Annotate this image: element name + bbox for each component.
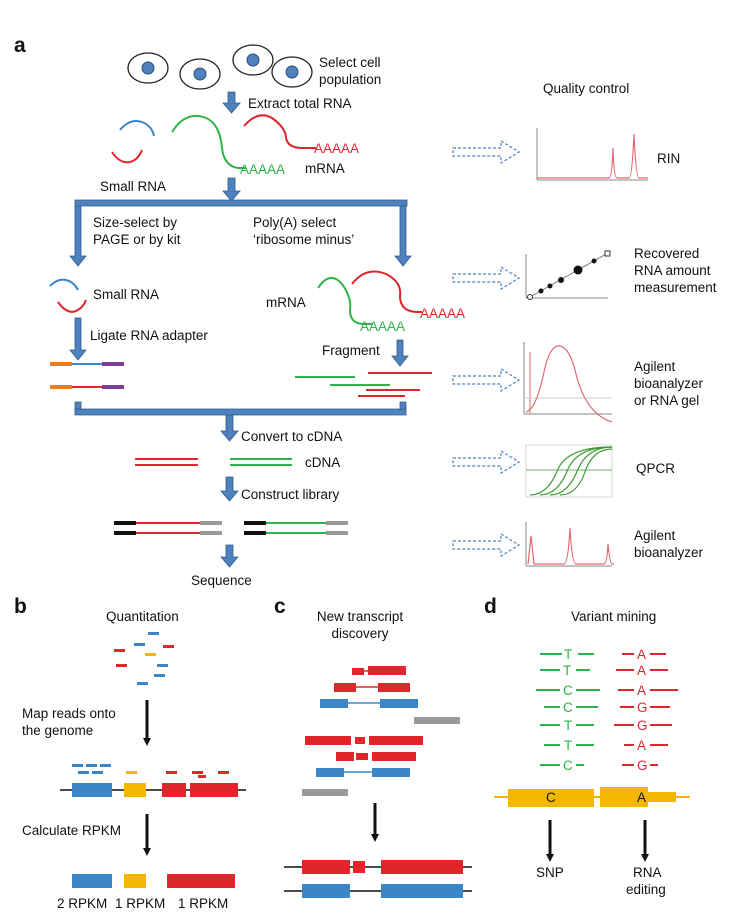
- size-select-label-1: Size-select by: [93, 215, 178, 230]
- qc-title: Quality control: [543, 81, 630, 96]
- panel-label-a: a: [14, 34, 26, 57]
- red-base-6: A: [637, 738, 647, 753]
- green-base-3: C: [563, 683, 573, 698]
- fragments: [295, 372, 432, 397]
- map-reads-label-2: the genome: [22, 723, 94, 738]
- mapped-reads: [72, 764, 229, 778]
- ref-base-a: A: [637, 790, 647, 805]
- mrna-selected: [317, 270, 422, 325]
- extract-label: Extract total RNA: [248, 96, 352, 111]
- red-base-2: A: [637, 663, 647, 678]
- variant-mining-title: Variant mining: [571, 609, 657, 624]
- qc-agilent2-1: Agilent: [634, 528, 676, 543]
- construct-label: Construct library: [241, 487, 340, 502]
- ref-base-c: C: [546, 790, 556, 805]
- panel-label-c: c: [274, 595, 286, 618]
- cdna-label: cDNA: [305, 455, 341, 470]
- panel-label-d: d: [484, 595, 497, 618]
- polya-green-label-2: AAAAA: [360, 319, 406, 334]
- fragment-label: Fragment: [322, 343, 380, 358]
- green-base-7: C: [563, 758, 573, 773]
- qc-bioanalyzer-plot: [523, 342, 613, 423]
- assembled-transcripts: [284, 860, 472, 898]
- workflow-arrows: [69, 91, 412, 568]
- small-rna-2: [49, 278, 87, 313]
- qc-agilent2-2: bioanalyzer: [634, 545, 704, 560]
- rpkm-label-2: 1 RPKM: [115, 896, 166, 911]
- rna-editing-label-2: editing: [626, 882, 666, 897]
- genome-track-b: [60, 783, 246, 797]
- cdna-strands: [135, 458, 292, 466]
- polya-red-label: AAAAA: [314, 141, 360, 156]
- green-base-6: T: [564, 738, 573, 753]
- reads-scatter: [114, 632, 174, 685]
- select-cell-label: Select cell: [319, 55, 381, 70]
- qc-bioanalyzer-plot-2: [525, 522, 614, 567]
- qc-rin-label: RIN: [657, 151, 681, 166]
- mrna-label: mRNA: [305, 161, 345, 176]
- green-base-4: C: [563, 700, 573, 715]
- new-transcript-title-2: discovery: [331, 626, 389, 641]
- convert-label: Convert to cDNA: [241, 429, 343, 444]
- cell-population: [127, 44, 313, 90]
- green-base-2: T: [563, 663, 572, 678]
- panel-label-b: b: [14, 595, 27, 618]
- map-reads-label-1: Map reads onto: [22, 706, 116, 721]
- variant-read-lines: [536, 653, 678, 766]
- qc-rin-plot: [536, 128, 648, 181]
- rpkm-bars: [72, 874, 235, 888]
- rpkm-label-1: 2 RPKM: [57, 896, 108, 911]
- qc-arrows: [452, 139, 521, 558]
- polya-select-label-2: ‘ribosome minus’: [253, 232, 355, 247]
- green-base-1: T: [564, 647, 573, 662]
- new-transcript-title-1: New transcript: [316, 609, 404, 624]
- rna-editing-label-1: RNA: [633, 865, 662, 880]
- qc-recovered-1: Recovered: [634, 246, 700, 261]
- qc-agilent-2: bioanalyzer: [634, 376, 704, 391]
- snp-label: SNP: [536, 865, 564, 880]
- red-base-1: A: [637, 647, 647, 662]
- ligate-label: Ligate RNA adapter: [90, 328, 208, 343]
- qc-recovered-2: RNA amount: [634, 263, 711, 278]
- size-select-label-2: PAGE or by kit: [93, 232, 181, 247]
- polya-green-label: AAAAA: [240, 162, 286, 177]
- qc-agilent-3: or RNA gel: [634, 393, 700, 408]
- qc-amount-plot: [525, 250, 611, 300]
- sequence-label: Sequence: [191, 573, 252, 588]
- select-population-label: population: [319, 72, 382, 87]
- qc-qpcr-plot: [525, 444, 613, 498]
- red-base-5: G: [637, 718, 648, 733]
- rpkm-label-3: 1 RPKM: [178, 896, 229, 911]
- red-base-3: A: [637, 683, 647, 698]
- polya-select-label-1: Poly(A) select: [253, 215, 337, 230]
- qc-recovered-3: measurement: [634, 280, 717, 295]
- small-rna-label-2: Small RNA: [93, 287, 160, 302]
- reference-gene: [494, 787, 690, 807]
- qc-agilent-1: Agilent: [634, 359, 676, 374]
- variant-arrows: [546, 820, 649, 862]
- green-base-5: T: [564, 718, 573, 733]
- small-rna-label: Small RNA: [100, 179, 167, 194]
- mrna-label-2: mRNA: [266, 295, 306, 310]
- library-fragments: [114, 521, 348, 535]
- calc-rpkm-label: Calculate RPKM: [22, 823, 122, 838]
- polya-red-label-2: AAAAA: [420, 306, 466, 321]
- red-base-7: G: [637, 758, 648, 773]
- red-base-4: G: [637, 700, 648, 715]
- transcript-reads: [302, 666, 460, 796]
- total-rna: [111, 114, 316, 169]
- qc-qpcr-label: QPCR: [636, 461, 676, 476]
- adapter-ligated-rna: [50, 362, 124, 389]
- quantitation-title: Quantitation: [106, 609, 179, 624]
